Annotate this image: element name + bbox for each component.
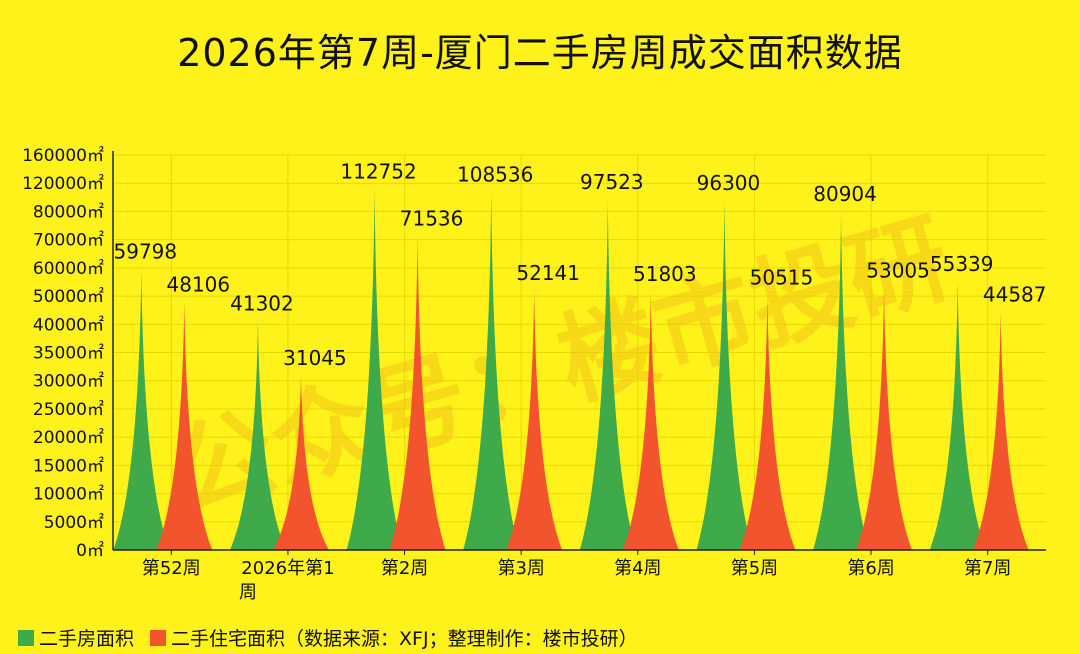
data-label-green: 96300 — [697, 171, 761, 195]
data-label-red: 52141 — [516, 261, 580, 285]
legend-label-2: 二手住宅面积（数据来源：XFJ；整理制作：楼市投研） — [171, 628, 638, 650]
bar-red — [622, 290, 679, 550]
y-tick-label: 70000㎡ — [33, 231, 104, 251]
data-label-red: 44587 — [983, 282, 1047, 306]
data-label-green: 41302 — [230, 292, 294, 316]
data-label-green: 80904 — [813, 182, 877, 206]
data-label-green: 108536 — [457, 162, 533, 186]
data-label-red: 31045 — [283, 346, 347, 370]
bar-green — [696, 199, 753, 550]
x-tick-label: 第4周 — [614, 558, 661, 579]
y-tick-label: 15000㎡ — [33, 456, 104, 476]
bar-green — [813, 210, 870, 550]
bar-red — [506, 290, 563, 550]
legend-swatch-green — [18, 629, 34, 646]
y-tick-label: 25000㎡ — [33, 400, 104, 420]
x-tick-label: 第6周 — [847, 558, 894, 579]
y-tick-label: 40000㎡ — [33, 315, 104, 335]
y-tick-label: 160000㎡ — [22, 146, 104, 166]
bar-green — [229, 320, 286, 550]
data-label-red: 51803 — [633, 262, 697, 286]
data-label-green: 112752 — [340, 159, 416, 183]
bar-green — [346, 188, 403, 550]
y-tick-label: 50000㎡ — [33, 287, 104, 307]
data-label-red: 50515 — [750, 266, 814, 290]
y-tick-label: 20000㎡ — [33, 428, 104, 448]
bar-green — [113, 268, 170, 550]
x-tick-label: 第2周 — [381, 558, 428, 579]
data-label-red: 48106 — [167, 272, 231, 296]
legend: 二手房面积 二手住宅面积（数据来源：XFJ；整理制作：楼市投研） — [18, 624, 638, 651]
data-label-red: 53005 — [866, 259, 930, 283]
data-label-red: 71536 — [400, 206, 464, 230]
chart-title: 2026年第7周-厦门二手房周成交面积数据 — [177, 31, 903, 75]
bar-green — [579, 199, 636, 550]
legend-label-1: 二手房面积 — [39, 628, 135, 650]
x-tick-label: 第7周 — [964, 558, 1011, 579]
bar-green — [929, 281, 986, 550]
y-tick-label: 5000㎡ — [44, 513, 104, 533]
y-tick-label: 30000㎡ — [33, 372, 104, 392]
bar-red — [739, 294, 796, 550]
grid-layer — [113, 154, 1046, 550]
data-label-green: 97523 — [580, 170, 644, 194]
y-tick-label: 60000㎡ — [33, 259, 104, 279]
bar-red — [972, 311, 1029, 550]
bar-green — [463, 191, 520, 550]
data-label-green: 55339 — [930, 252, 994, 276]
bar-red — [156, 301, 213, 550]
y-tick-label: 0㎡ — [76, 541, 104, 561]
y-tick-label: 35000㎡ — [33, 344, 104, 364]
x-tick-label: 第5周 — [731, 558, 778, 579]
y-tick-label: 120000㎡ — [22, 174, 104, 194]
bar-red — [856, 287, 913, 550]
x-tick-label: 2026年第1 周 — [239, 558, 335, 603]
series-layer — [113, 188, 1029, 550]
y-tick-label: 80000㎡ — [33, 202, 104, 222]
bar-red — [389, 235, 446, 550]
bar-red — [272, 374, 329, 550]
data-label-green: 59798 — [114, 239, 178, 263]
legend-swatch-red — [150, 629, 167, 646]
x-tick-label: 第3周 — [497, 558, 544, 579]
axis-layer: 0㎡ 5000㎡ 10000㎡ 15000㎡ 20000㎡ 25000㎡ 30000㎡ 350… — [22, 146, 1046, 603]
x-tick-label: 第52周 — [142, 558, 201, 579]
y-tick-label: 10000㎡ — [33, 485, 104, 505]
